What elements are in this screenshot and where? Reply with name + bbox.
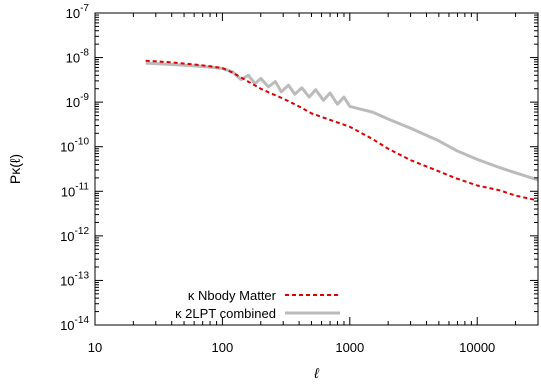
x-tick-label: 1000	[335, 340, 364, 355]
y-tick-label: 10-9	[66, 92, 90, 110]
tick-labels-layer: 10 100 1000 10000 10-14 10-13 10-12 10-11 10-10 1…	[60, 3, 495, 355]
plot-frame	[94, 12, 539, 326]
y-tick-label: 10-14	[60, 315, 89, 333]
series-line-2	[145, 61, 538, 182]
legend-label: κ 2LPT combined	[175, 306, 276, 321]
series-line-1	[145, 59, 538, 202]
x-tick-label: 10000	[459, 340, 495, 355]
y-tick-label: 10-7	[66, 3, 90, 21]
y-tick-label: 10-10	[60, 137, 89, 155]
x-axis-label: ℓ	[313, 365, 319, 381]
ticks-layer	[94, 12, 539, 326]
y-axis-label: Pκ(ℓ)	[7, 154, 23, 184]
x-tick-label: 100	[212, 340, 234, 355]
y-tick-label: 10-13	[60, 270, 89, 288]
y-tick-label: 10-12	[60, 226, 89, 244]
y-tick-label: 10-8	[66, 48, 90, 66]
legend: κ Nbody Matter κ 2LPT combined	[175, 288, 340, 321]
series-layer	[145, 59, 538, 202]
y-tick-label: 10-11	[61, 181, 90, 199]
x-tick-label: 10	[88, 340, 102, 355]
legend-label: κ Nbody Matter	[188, 288, 277, 303]
